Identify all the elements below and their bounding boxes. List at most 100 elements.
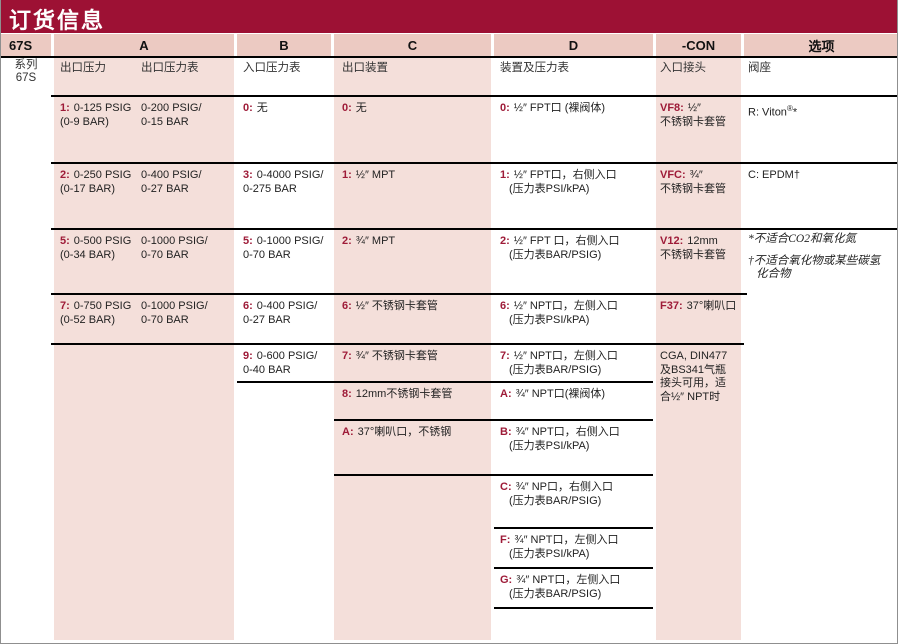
gauge-note: (压力表PSI/kPA) (509, 182, 590, 195)
cell-text: 0-125 PSIG (0-9 BAR) (60, 102, 132, 128)
cell-text: 无 (256, 102, 268, 114)
outlet-pressure-cell: 7: 0-750 PSIG (0-52 BAR) (60, 300, 142, 327)
cell-text: 12mm 不锈钢卡套管 (660, 235, 726, 261)
row-divider (494, 527, 653, 529)
gauge-note: (压力表PSI/kPA) (509, 439, 590, 452)
code-value: 6: (500, 300, 510, 312)
inlet-gauge-cell: 6: 0-400 PSIG/ 0-27 BAR (243, 300, 331, 327)
outlet-device-cell: A: 37°喇叭口，不锈钢 (342, 426, 492, 440)
cell-text: ¾″ NPT口(裸阀体) (515, 388, 606, 400)
code-value: 1: (500, 169, 510, 181)
column-header-c: C (334, 34, 491, 56)
column-header-series: 67S (1, 34, 51, 56)
cell-text: ¾″ NP口，右侧入口 (515, 481, 614, 493)
gauge-note: (压力表PSI/kPA) (509, 313, 590, 326)
cell-text: 0-1000 PSIG/ 0-70 BAR (243, 235, 324, 261)
cell-text: 12mm不锈钢卡套管 (355, 388, 453, 400)
seat-option-viton: R: Viton®* (748, 102, 896, 120)
cell-text: ½″ FPT口 (裸阀体) (513, 102, 606, 114)
seat-option-epdm: C: EPDM† (748, 169, 800, 181)
row-divider (51, 293, 747, 295)
row-divider (494, 567, 653, 569)
row-divider (51, 228, 897, 230)
row-divider (51, 95, 897, 97)
column-bg-c (334, 58, 491, 640)
code-value: G: (500, 574, 513, 586)
row-divider (51, 343, 744, 345)
cell-text: ½″ MPT (355, 169, 396, 181)
gauge-note: (压力表BAR/PSIG) (509, 248, 602, 261)
inlet-connection-cell: VFC: ¾″ 不锈钢卡套管 (660, 169, 744, 196)
cell-text: ¾″ NPT口，右侧入口 (515, 426, 620, 438)
title-banner: 订货信息 (1, 0, 897, 33)
column-bg-a (54, 58, 234, 640)
inlet-gauge-cell: 3: 0-4000 PSIG/ 0-275 BAR (243, 169, 331, 196)
code-value: 5: (243, 235, 253, 247)
footnotes: *不适合CO2和氧化氮 †不适合氧化物或某些碳氢 化合物 (748, 233, 897, 290)
code-value: 2: (500, 235, 510, 247)
subheader-b: 入口压力表 (243, 62, 301, 74)
column-header-d: D (494, 34, 653, 56)
code-value: F37: (660, 300, 683, 312)
code-value: 8: (342, 388, 352, 400)
cell-text: ¾″ NPT口，左侧入口 (516, 574, 621, 586)
device-gauge-cell: 7: ½″ NPT口，左侧入口 (压力表BAR/PSIG) (500, 350, 652, 377)
row-divider (334, 419, 653, 421)
code-value: 6: (243, 300, 253, 312)
inlet-connection-cell: V12: 12mm 不锈钢卡套管 (660, 235, 744, 262)
cell-text: 37°喇叭口，不锈钢 (357, 426, 452, 438)
subheader-c: 出口装置 (342, 62, 388, 74)
footnote: *不适合CO2和氧化氮 (748, 233, 856, 245)
subheader-d: 装置及压力表 (500, 62, 569, 74)
device-gauge-cell: B: ¾″ NPT口，右侧入口 (压力表PSI/kPA) (500, 426, 652, 453)
subheader-series: 系列 67S (14, 59, 38, 84)
footnote: †不适合氧化物或某些碳氢 化合物 (748, 255, 881, 280)
column-header-a: A (54, 34, 234, 56)
cell-text: 37°喇叭口 (686, 300, 737, 312)
cell-text: R: Viton (748, 106, 787, 119)
cell-text: 0-400 PSIG/ 0-27 BAR (243, 300, 318, 326)
inlet-gauge-cell: 9: 0-600 PSIG/ 0-40 BAR (243, 350, 331, 377)
code-value: 2: (60, 169, 70, 181)
code-value: 0: (342, 102, 352, 114)
cell-text: ½″ FPT 口，右侧入口 (513, 235, 620, 247)
cell-text: ½″ 不锈钢卡套管 (660, 102, 726, 128)
code-value: 0: (243, 102, 253, 114)
outlet-gauge-cell: 0-200 PSIG/ 0-15 BAR (141, 102, 202, 128)
outlet-gauge-cell: 0-1000 PSIG/ 0-70 BAR (141, 300, 208, 326)
gauge-note: (压力表BAR/PSIG) (509, 363, 602, 376)
page-title: 订货信息 (9, 8, 106, 33)
column-header-opt: 选项 (744, 34, 897, 56)
cell-text: ½″ NPT口，左侧入口 (513, 350, 618, 362)
outlet-pressure-cell: 5: 0-500 PSIG (0-34 BAR) (60, 235, 142, 262)
device-gauge-cell: C: ¾″ NP口，右侧入口 (压力表BAR/PSIG) (500, 481, 652, 508)
row-divider (334, 474, 653, 476)
code-value: 7: (500, 350, 510, 362)
code-value: 7: (342, 350, 352, 362)
outlet-pressure-cell: 2: 0-250 PSIG (0-17 BAR) (60, 169, 142, 196)
outlet-device-cell: 8: 12mm不锈钢卡套管 (342, 388, 492, 402)
device-gauge-cell: 2: ½″ FPT 口，右侧入口 (压力表BAR/PSIG) (500, 235, 652, 262)
code-value: C: (500, 481, 512, 493)
cell-text: ¾″ 不锈钢卡套管 (660, 169, 726, 195)
code-value: A: (500, 388, 512, 400)
code-value: B: (500, 426, 512, 438)
gauge-note: (压力表PSI/kPA) (509, 547, 590, 560)
code-value: 2: (342, 235, 352, 247)
device-gauge-cell: 0: ½″ FPT口 (裸阀体) (500, 102, 652, 116)
inlet-gauge-cell: 0: 无 (243, 102, 331, 116)
cell-text: * (792, 106, 798, 119)
column-header-con: -CON (656, 34, 741, 56)
cell-text: 0-500 PSIG (0-34 BAR) (60, 235, 132, 261)
cell-text: ¾″ MPT (355, 235, 396, 247)
row-divider (1, 56, 897, 58)
code-value: 3: (243, 169, 253, 181)
outlet-device-cell: 0: 无 (342, 102, 492, 116)
cell-text: 无 (355, 102, 367, 114)
cell-text: 0-250 PSIG (0-17 BAR) (60, 169, 132, 195)
code-value: 7: (60, 300, 70, 312)
code-value: F: (500, 534, 511, 546)
device-gauge-cell: 1: ½″ FPT口，右侧入口 (压力表PSI/kPA) (500, 169, 652, 196)
device-gauge-cell: 6: ½″ NPT口，左侧入口 (压力表PSI/kPA) (500, 300, 652, 327)
